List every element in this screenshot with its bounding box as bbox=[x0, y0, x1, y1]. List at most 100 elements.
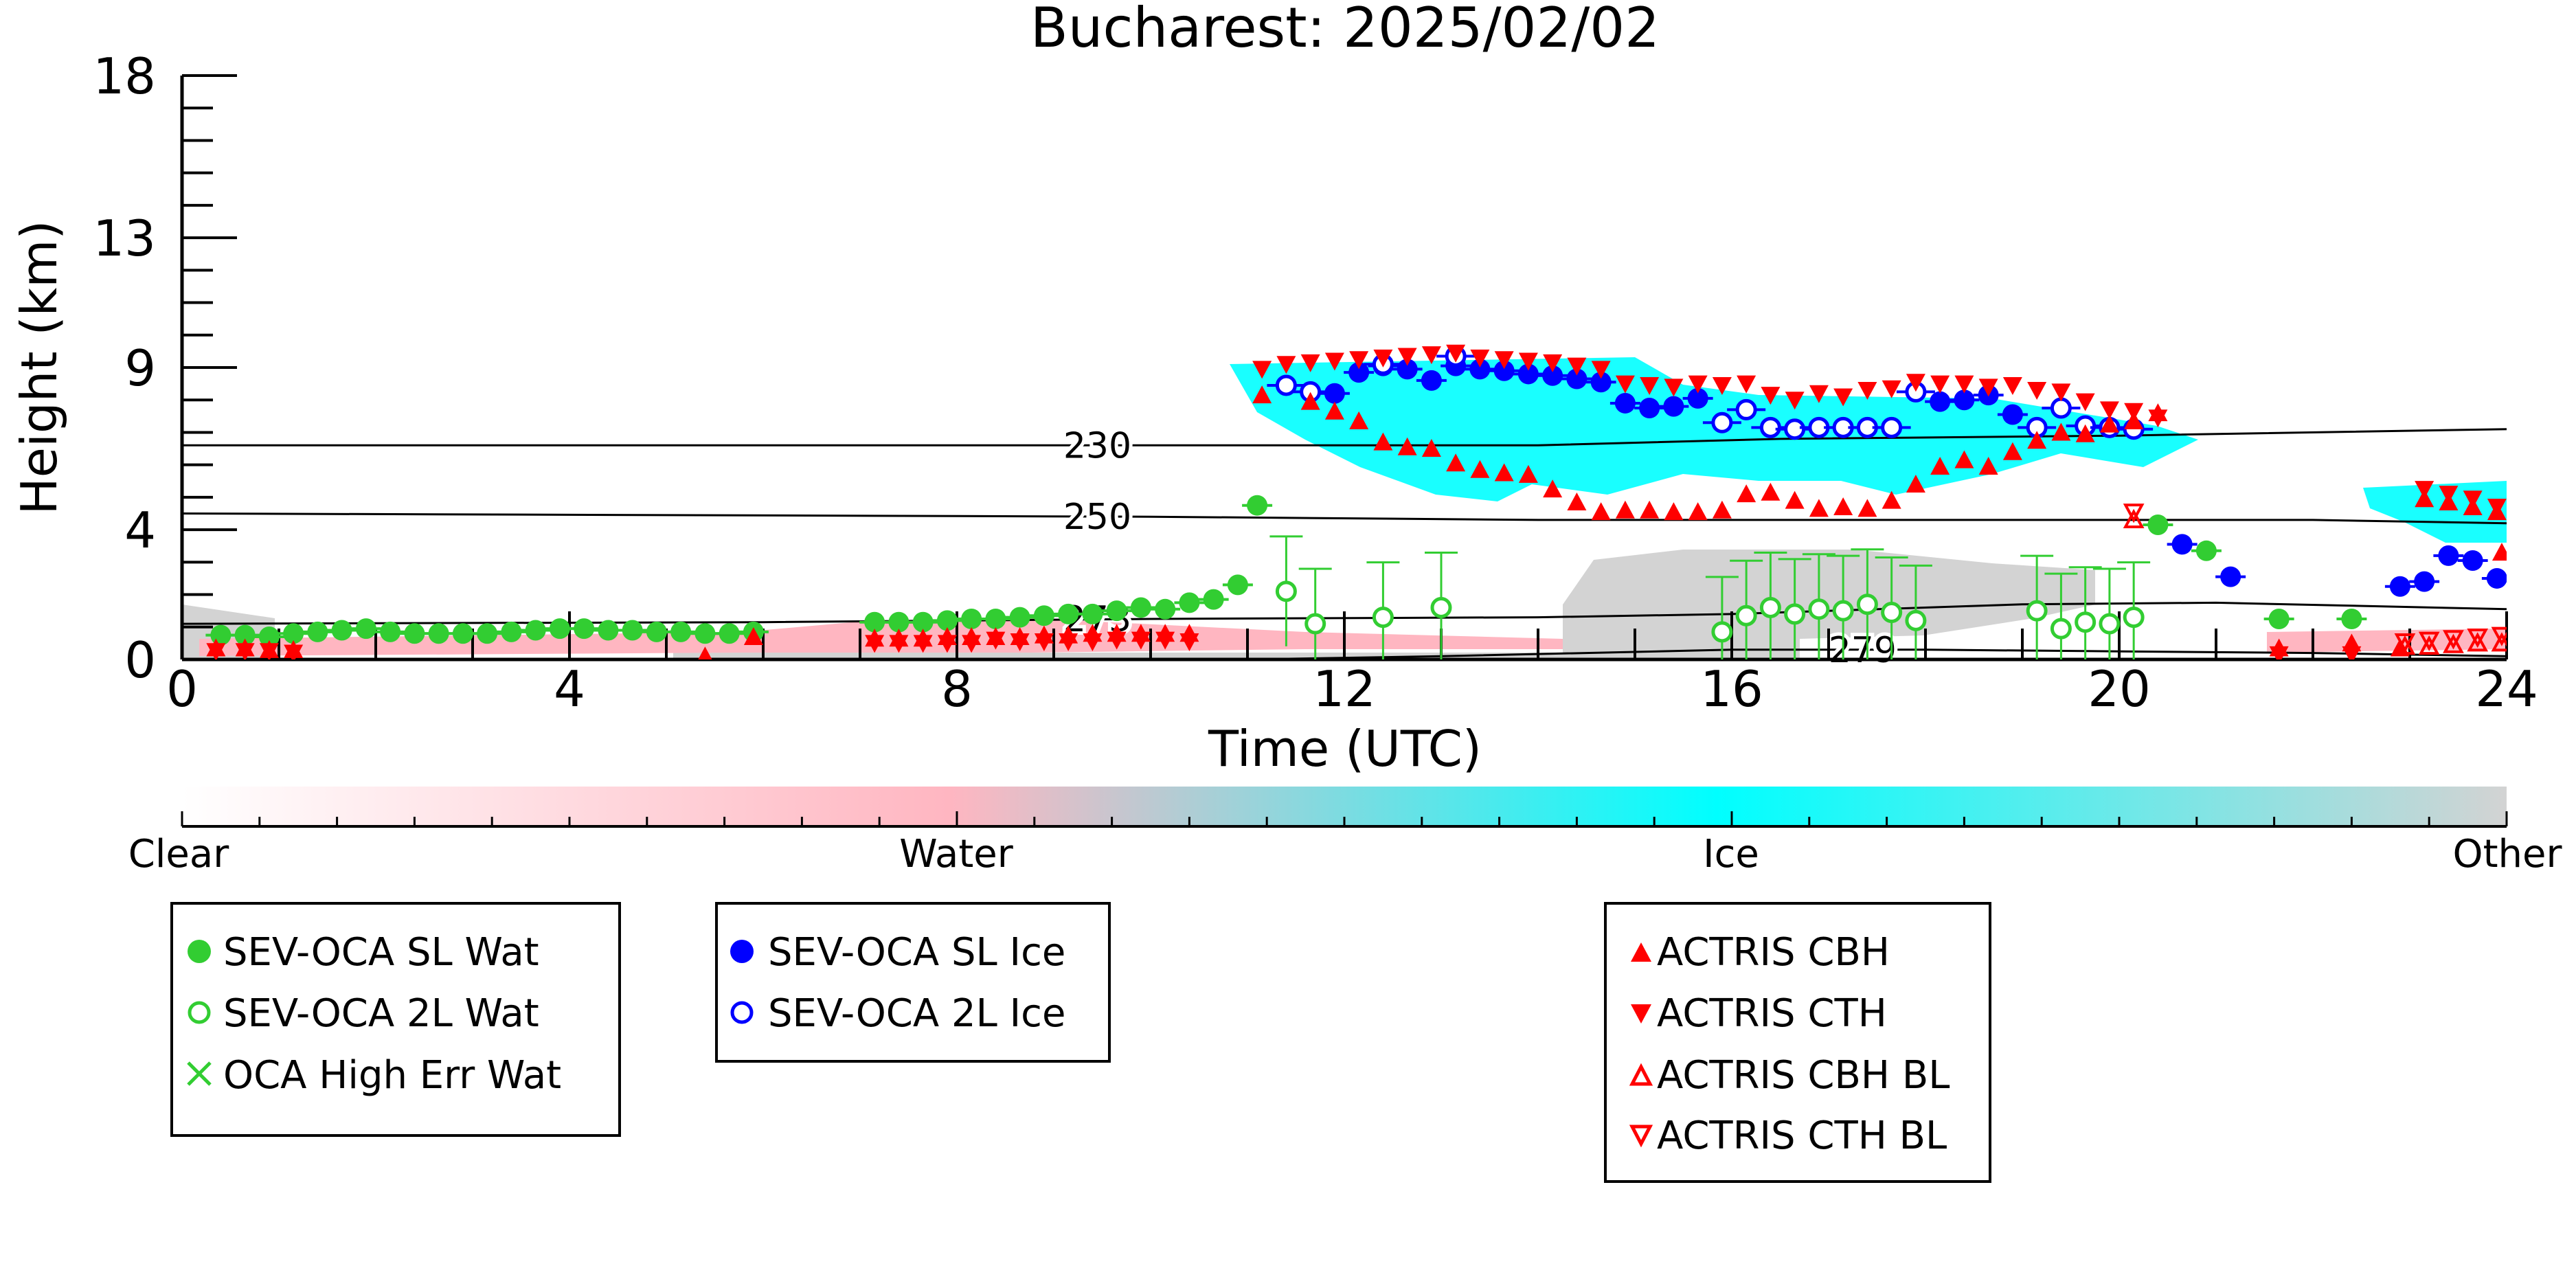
marker-actris-cbh bbox=[1470, 460, 1490, 478]
marker-sev-oca-sl-ice bbox=[2002, 404, 2023, 425]
marker-actris-cth bbox=[1664, 379, 1684, 397]
legend-marker-water-sl bbox=[188, 940, 211, 963]
marker-sev-oca-sl-wat bbox=[307, 621, 328, 642]
marker-actris-cbh bbox=[1349, 411, 1369, 429]
marker-actris-cbh-bl bbox=[2418, 635, 2440, 655]
marker-actris-cth bbox=[1131, 631, 1151, 650]
marker-actris-cth bbox=[1543, 354, 1563, 372]
marker-sev-oca-sl-ice bbox=[1469, 359, 1491, 380]
marker-actris-cbh bbox=[1324, 401, 1344, 420]
marker-sev-oca-sl-wat bbox=[283, 623, 304, 644]
marker-sev-oca-sl-wat bbox=[2147, 515, 2169, 536]
marker-actris-cth bbox=[1179, 633, 1199, 652]
marker-sev-oca-sl-wat bbox=[428, 623, 449, 644]
marker-actris-cbh bbox=[1640, 500, 1660, 519]
marker-sev-oca-2l-wat bbox=[1905, 609, 1927, 631]
marker-actris-cbh bbox=[1591, 502, 1611, 521]
marker-sev-oca-2l-wat bbox=[1832, 600, 1854, 622]
marker-actris-cbh bbox=[2051, 422, 2071, 441]
marker-sev-oca-sl-ice bbox=[1566, 368, 1588, 389]
marker-sev-oca-sl-wat bbox=[1179, 592, 1200, 613]
marker-actris-cth-bl bbox=[2443, 630, 2464, 650]
marker-sev-oca-sl-wat bbox=[1203, 589, 1224, 610]
legend-label: ACTRIS CBH BL bbox=[1657, 1053, 1950, 1098]
marker-actris-cbh bbox=[1930, 457, 1950, 475]
marker-sev-oca-2l-wat bbox=[1808, 598, 1830, 620]
marker-sev-oca-sl-wat bbox=[985, 608, 1006, 629]
marker-sev-oca-2l-wat bbox=[1784, 603, 1806, 625]
marker-actris-cth bbox=[1470, 349, 1490, 368]
marker-sev-oca-sl-ice bbox=[1421, 370, 1442, 391]
marker-sev-oca-sl-wat bbox=[622, 620, 643, 641]
legend-ice: SEV-OCA SL Ice SEV-OCA 2L Ice bbox=[715, 902, 1111, 1063]
legend-label: SEV-OCA 2L Wat bbox=[223, 991, 539, 1036]
marker-sev-oca-sl-wat bbox=[404, 623, 425, 644]
marker-actris-cbh bbox=[2099, 414, 2119, 433]
marker-sev-oca-sl-ice bbox=[1517, 363, 1539, 385]
marker-actris-cbh bbox=[1300, 392, 1320, 410]
x-tick-label: 16 bbox=[1700, 660, 1763, 718]
contour-label: 250 bbox=[1063, 497, 1131, 538]
marker-sev-oca-sl-wat bbox=[525, 620, 546, 641]
data-markers bbox=[205, 344, 2507, 659]
marker-actris-cth bbox=[1615, 375, 1635, 394]
marker-sev-oca-sl-ice bbox=[2171, 534, 2193, 555]
marker-actris-cbh bbox=[1664, 502, 1684, 521]
y-tick-label: 9 bbox=[124, 339, 156, 397]
marker-sev-oca-sl-wat bbox=[1155, 598, 1176, 620]
marker-actris-cbh bbox=[1809, 499, 1829, 517]
x-tick-label: 4 bbox=[554, 660, 585, 718]
marker-actris-cth bbox=[1567, 357, 1587, 376]
legend-marker-cth-bl bbox=[1629, 1125, 1653, 1148]
legend-marker-cth bbox=[1631, 1004, 1651, 1024]
marker-actris-cbh bbox=[1712, 500, 1732, 519]
marker-actris-cth bbox=[2439, 486, 2459, 504]
legend-marker-water-2l bbox=[188, 1001, 211, 1024]
marker-actris-cbh bbox=[1446, 453, 1466, 472]
marker-actris-cbh bbox=[1785, 490, 1805, 509]
marker-sev-oca-sl-ice bbox=[1542, 365, 1563, 386]
marker-sev-oca-2l-wat bbox=[2026, 600, 2048, 622]
marker-actris-cth bbox=[1034, 633, 1054, 652]
marker-actris-cbh bbox=[2002, 442, 2022, 460]
marker-actris-cth bbox=[235, 643, 255, 659]
x-tick-label: 20 bbox=[2088, 660, 2151, 718]
marker-actris-cth bbox=[2415, 481, 2434, 499]
y-tick-label: 4 bbox=[124, 501, 156, 559]
legend-marker-cbh bbox=[1631, 942, 1651, 962]
marker-actris-cbh bbox=[1688, 502, 1708, 521]
marker-actris-cth bbox=[1010, 633, 1030, 652]
marker-sev-oca-sl-ice bbox=[2462, 550, 2483, 571]
marker-sev-oca-sl-wat bbox=[331, 620, 352, 641]
marker-actris-cth bbox=[1809, 385, 1829, 403]
marker-sev-oca-sl-ice bbox=[2438, 545, 2459, 566]
marker-actris-cbh bbox=[1857, 499, 1877, 517]
marker-sev-oca-2l-ice bbox=[1711, 411, 1733, 433]
marker-sev-oca-sl-wat bbox=[1247, 495, 1268, 516]
marker-actris-cth bbox=[1059, 633, 1078, 652]
marker-sev-oca-sl-wat bbox=[234, 624, 256, 646]
marker-actris-cbh bbox=[1615, 500, 1635, 519]
marker-actris-cbh bbox=[1421, 439, 1441, 457]
marker-actris-cbh bbox=[1761, 482, 1781, 501]
marker-actris-cbh bbox=[2075, 424, 2095, 442]
marker-sev-oca-sl-ice bbox=[1663, 396, 1684, 417]
legend-marker-ice-2l bbox=[730, 1001, 754, 1024]
y-tick-label: 13 bbox=[93, 210, 156, 267]
legend-label: SEV-OCA SL Ice bbox=[768, 930, 1065, 975]
marker-actris-cth bbox=[259, 643, 279, 659]
marker-sev-oca-2l-ice bbox=[1759, 416, 1781, 438]
marker-actris-cth bbox=[1761, 387, 1781, 405]
colorbar-ticks bbox=[181, 811, 2508, 828]
marker-actris-cbh bbox=[1882, 490, 1901, 509]
marker-actris-cbh bbox=[2027, 431, 2047, 449]
marker-actris-cth bbox=[1494, 351, 1514, 370]
marker-actris-cth bbox=[284, 644, 304, 659]
marker-sev-oca-sl-wat bbox=[1033, 605, 1054, 626]
marker-sev-oca-2l-wat bbox=[2050, 618, 2072, 640]
legend-actris: ACTRIS CBH ACTRIS CTH ACTRIS CBH BL ACTR… bbox=[1604, 902, 1991, 1183]
marker-actris-cbh bbox=[1373, 432, 1393, 451]
marker-actris-cbh-bl bbox=[2467, 632, 2489, 652]
x-tick-label: 24 bbox=[2475, 660, 2538, 718]
